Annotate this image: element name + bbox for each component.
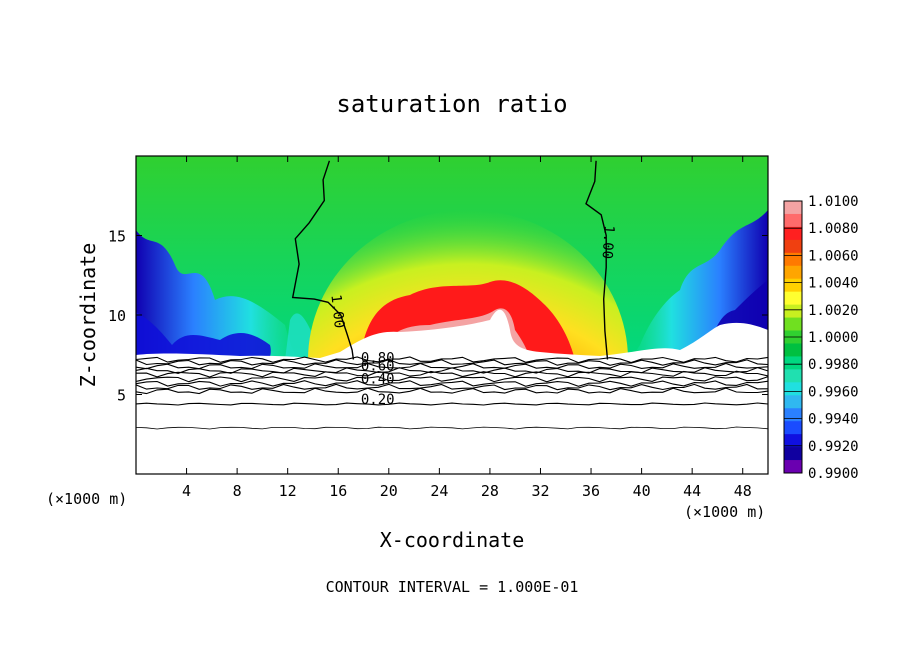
colorbar-label: 0.9920 [808, 439, 859, 455]
colorbar-swatch [784, 304, 802, 319]
colorbar-swatch [784, 201, 802, 215]
colorbar-swatch [784, 265, 802, 280]
y-axis-label: Z-coordinate [76, 243, 100, 388]
contour-label: 1.00 [327, 294, 346, 329]
colorbar-swatch [784, 447, 802, 461]
contour-label: 0.60 [361, 359, 395, 375]
colorbar-swatch [784, 278, 802, 293]
colorbar-label: 1.0080 [808, 221, 859, 237]
x-tick-label: 24 [430, 482, 448, 500]
x-tick-label: 20 [380, 482, 398, 500]
contour-line [136, 380, 768, 387]
contour-line [136, 367, 768, 374]
x-tick-label: 32 [531, 482, 549, 500]
y-tick-label: 15 [108, 228, 126, 246]
x-tick-label: 4 [182, 482, 191, 500]
colorbar-label: 1.0000 [808, 330, 859, 346]
left-blue-region [136, 230, 300, 360]
colorbar-swatch [784, 291, 802, 306]
contour-line [136, 383, 768, 391]
x-tick-label: 12 [279, 482, 297, 500]
y-axis: 5 10 15 [108, 228, 768, 405]
colorbar-swatch [784, 252, 802, 267]
chart-title: saturation ratio [336, 90, 567, 118]
x-axis: 4 8 12 16 20 24 28 32 36 40 44 48 [182, 156, 752, 500]
contour-line [136, 376, 768, 383]
contour-label: 0.40 [361, 371, 395, 387]
colorbar-swatch [784, 213, 802, 228]
colorbar-swatch [784, 395, 802, 409]
colorbar-swatch [784, 434, 802, 448]
contour-line-1-00 [585, 160, 609, 360]
colorbar-swatch [784, 343, 802, 357]
field-layer [136, 156, 768, 474]
y-tick-label: 5 [117, 387, 126, 405]
contour-label: 1.00 [599, 225, 617, 260]
x-tick-label: 40 [633, 482, 651, 500]
colorbar-swatch [784, 239, 802, 254]
contour-interval-footer: CONTOUR INTERVAL = 1.000E-01 [326, 578, 579, 596]
y-tick-label: 10 [108, 307, 126, 325]
contour-line [136, 402, 768, 406]
contour-line [136, 356, 768, 364]
colorbar-label: 0.9980 [808, 357, 859, 373]
colorbar: 1.0100 1.0080 1.0060 1.0040 1.0020 1.0000 0.99… [783, 194, 859, 482]
colorbar-swatch [784, 317, 802, 332]
colorbar-swatch [784, 421, 802, 435]
contour-line [136, 426, 768, 430]
colorbar-swatch [784, 226, 802, 241]
contour-line [136, 359, 768, 366]
x-unit-right: (×1000 m) [684, 503, 765, 521]
left-dark-blue [136, 312, 271, 360]
x-tick-label: 28 [481, 482, 499, 500]
x-tick-label: 8 [233, 482, 242, 500]
contour-line [136, 370, 768, 378]
x-unit-left: (×1000 m) [46, 490, 127, 508]
contour-label: 0.20 [361, 392, 395, 408]
colorbar-swatch [784, 408, 802, 422]
colorbar-swatch [784, 356, 802, 370]
colorbar-label: 1.0060 [808, 248, 859, 264]
x-tick-label: 16 [329, 482, 347, 500]
contour-line [136, 387, 768, 395]
contour-line-1-00 [291, 160, 355, 360]
colorbar-swatch [784, 369, 802, 383]
contour-labels: 1.00 1.00 0.800.600.40 0.20 [327, 225, 616, 408]
x-tick-label: 44 [683, 482, 701, 500]
contour-label: 0.80 [361, 351, 395, 367]
colorbar-label: 1.0040 [808, 276, 859, 292]
colorbar-swatch [784, 382, 802, 396]
cloud-band [136, 309, 768, 474]
x-axis-label: X-coordinate [380, 528, 525, 552]
contour-lines [136, 160, 768, 430]
colorbar-label: 1.0020 [808, 303, 859, 319]
colorbar-label: 0.9960 [808, 384, 859, 400]
colorbar-swatch [784, 460, 802, 474]
x-tick-label: 36 [582, 482, 600, 500]
colorbar-label: 0.9940 [808, 412, 859, 428]
colorbar-label: 1.0100 [808, 194, 859, 210]
colorbar-label: 0.9900 [808, 466, 859, 482]
x-tick-label: 48 [734, 482, 752, 500]
